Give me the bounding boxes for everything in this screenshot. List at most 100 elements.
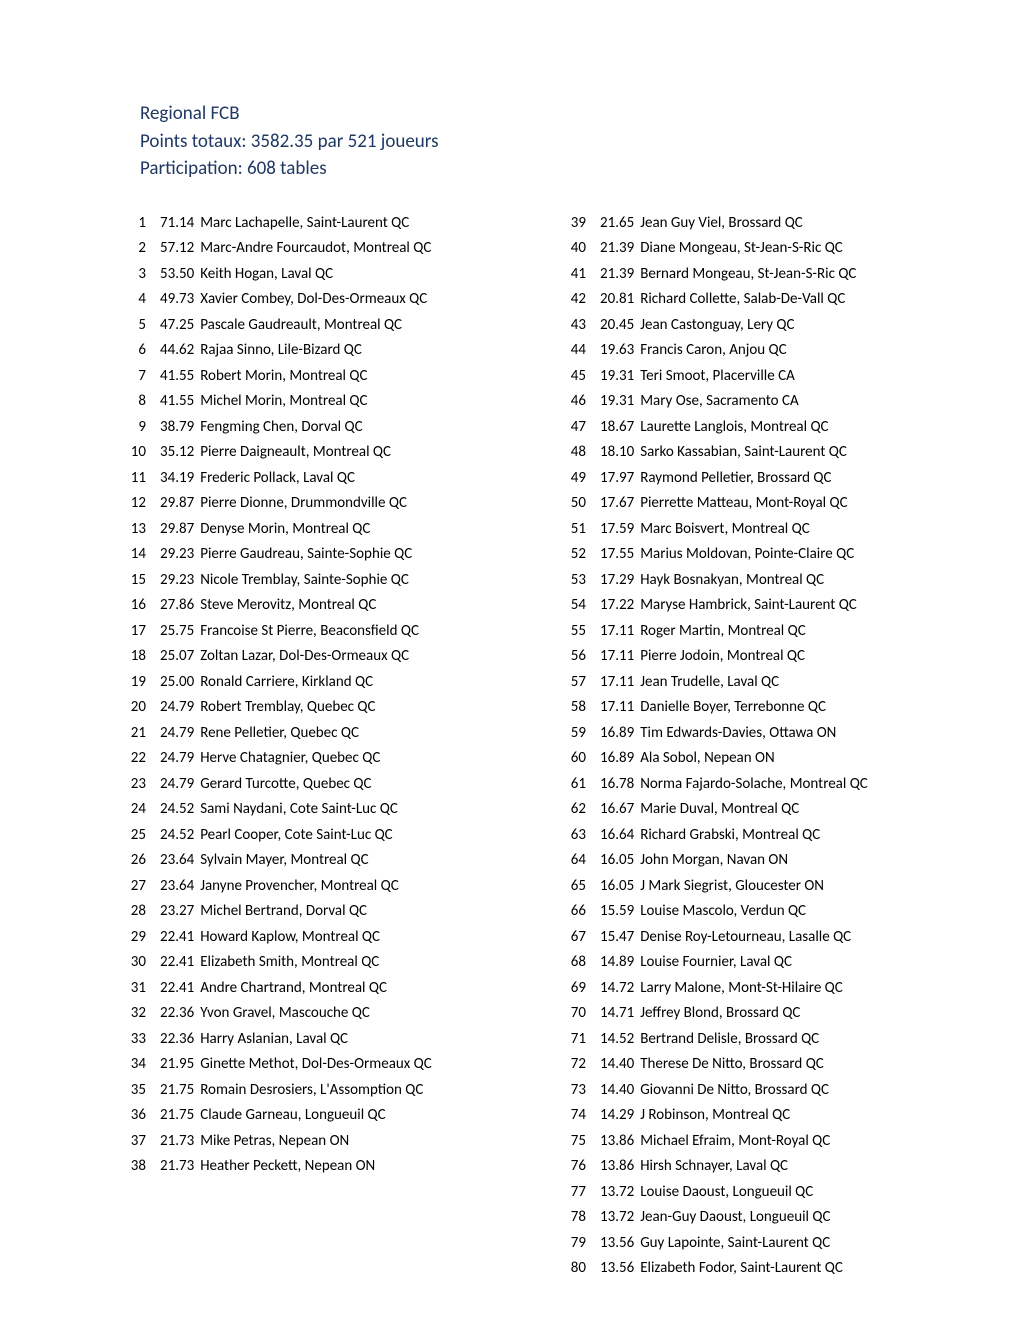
result-name: Jean Castonguay, Lery QC bbox=[640, 313, 794, 339]
result-name: Pierre Daigneault, Montreal QC bbox=[200, 440, 391, 466]
result-row: 2922.41Howard Kaplow, Montreal QC bbox=[120, 925, 490, 951]
result-rank: 59 bbox=[560, 721, 586, 747]
result-points: 21.65 bbox=[600, 211, 634, 237]
result-name: Sylvain Mayer, Montreal QC bbox=[200, 848, 368, 874]
result-points: 21.95 bbox=[160, 1052, 194, 1078]
result-name: Guy Lapointe, Saint-Laurent QC bbox=[640, 1231, 830, 1257]
result-rank: 40 bbox=[560, 236, 586, 262]
header-title: Regional FCB bbox=[140, 100, 930, 128]
result-name: Richard Grabski, Montreal QC bbox=[640, 823, 820, 849]
result-row: 5517.11Roger Martin, Montreal QC bbox=[560, 619, 930, 645]
result-name: Bernard Mongeau, St-Jean-S-Ric QC bbox=[640, 262, 856, 288]
result-rank: 28 bbox=[120, 899, 146, 925]
result-row: 4121.39Bernard Mongeau, St-Jean-S-Ric QC bbox=[560, 262, 930, 288]
result-row: 2024.79Robert Tremblay, Quebec QC bbox=[120, 695, 490, 721]
result-row: 841.55Michel Morin, Montreal QC bbox=[120, 389, 490, 415]
result-name: Roger Martin, Montreal QC bbox=[640, 619, 805, 645]
result-row: 4419.63Francis Caron, Anjou QC bbox=[560, 338, 930, 364]
result-row: 5017.67Pierrette Matteau, Mont-Royal QC bbox=[560, 491, 930, 517]
results-page: Regional FCB Points totaux: 3582.35 par … bbox=[0, 0, 1020, 1342]
result-rank: 13 bbox=[120, 517, 146, 543]
result-points: 16.64 bbox=[600, 823, 634, 849]
result-row: 4320.45Jean Castonguay, Lery QC bbox=[560, 313, 930, 339]
result-name: Hirsh Schnayer, Laval QC bbox=[640, 1154, 788, 1180]
result-row: 3122.41Andre Chartrand, Montreal QC bbox=[120, 976, 490, 1002]
result-rank: 12 bbox=[120, 491, 146, 517]
result-row: 2224.79Herve Chatagnier, Quebec QC bbox=[120, 746, 490, 772]
result-rank: 7 bbox=[120, 364, 146, 390]
result-rank: 48 bbox=[560, 440, 586, 466]
result-points: 22.36 bbox=[160, 1001, 194, 1027]
result-row: 1725.75Francoise St Pierre, Beaconsfield… bbox=[120, 619, 490, 645]
result-rank: 34 bbox=[120, 1052, 146, 1078]
result-row: 1529.23Nicole Tremblay, Sainte-Sophie QC bbox=[120, 568, 490, 594]
result-rank: 31 bbox=[120, 976, 146, 1002]
result-points: 38.79 bbox=[160, 415, 194, 441]
result-rank: 67 bbox=[560, 925, 586, 951]
result-name: Michel Morin, Montreal QC bbox=[200, 389, 367, 415]
result-rank: 29 bbox=[120, 925, 146, 951]
result-points: 49.73 bbox=[160, 287, 194, 313]
result-rank: 63 bbox=[560, 823, 586, 849]
result-rank: 22 bbox=[120, 746, 146, 772]
result-points: 13.56 bbox=[600, 1231, 634, 1257]
result-rank: 38 bbox=[120, 1154, 146, 1180]
result-row: 7913.56Guy Lapointe, Saint-Laurent QC bbox=[560, 1231, 930, 1257]
result-name: Elizabeth Fodor, Saint-Laurent QC bbox=[640, 1256, 843, 1282]
result-row: 6715.47Denise Roy-Letourneau, Lasalle QC bbox=[560, 925, 930, 951]
result-rank: 10 bbox=[120, 440, 146, 466]
result-rank: 33 bbox=[120, 1027, 146, 1053]
result-points: 15.47 bbox=[600, 925, 634, 951]
result-rank: 5 bbox=[120, 313, 146, 339]
result-row: 4619.31Mary Ose, Sacramento CA bbox=[560, 389, 930, 415]
result-points: 14.71 bbox=[600, 1001, 634, 1027]
result-points: 29.23 bbox=[160, 542, 194, 568]
result-name: Nicole Tremblay, Sainte-Sophie QC bbox=[200, 568, 409, 594]
result-row: 3022.41Elizabeth Smith, Montreal QC bbox=[120, 950, 490, 976]
result-row: 3721.73Mike Petras, Nepean ON bbox=[120, 1129, 490, 1155]
result-row: 5217.55Marius Moldovan, Pointe-Claire QC bbox=[560, 542, 930, 568]
result-points: 17.22 bbox=[600, 593, 634, 619]
result-points: 71.14 bbox=[160, 211, 194, 237]
result-rank: 21 bbox=[120, 721, 146, 747]
result-name: Romain Desrosiers, L'Assomption QC bbox=[200, 1078, 423, 1104]
result-rank: 23 bbox=[120, 772, 146, 798]
result-points: 24.79 bbox=[160, 721, 194, 747]
result-row: 4818.10Sarko Kassabian, Saint-Laurent QC bbox=[560, 440, 930, 466]
result-rank: 50 bbox=[560, 491, 586, 517]
result-row: 5317.29Hayk Bosnakyan, Montreal QC bbox=[560, 568, 930, 594]
result-points: 22.41 bbox=[160, 925, 194, 951]
result-rank: 36 bbox=[120, 1103, 146, 1129]
result-rank: 71 bbox=[560, 1027, 586, 1053]
results-column-left: 171.14Marc Lachapelle, Saint-Laurent QC2… bbox=[120, 211, 490, 1282]
result-name: J Robinson, Montreal QC bbox=[640, 1103, 790, 1129]
result-rank: 69 bbox=[560, 976, 586, 1002]
result-row: 7014.71Jeffrey Blond, Brossard QC bbox=[560, 1001, 930, 1027]
result-row: 6416.05John Morgan, Navan ON bbox=[560, 848, 930, 874]
result-points: 14.40 bbox=[600, 1078, 634, 1104]
result-name: Pierre Dionne, Drummondville QC bbox=[200, 491, 407, 517]
result-row: 5417.22Maryse Hambrick, Saint-Laurent QC bbox=[560, 593, 930, 619]
result-rank: 58 bbox=[560, 695, 586, 721]
result-name: Teri Smoot, Placerville CA bbox=[640, 364, 795, 390]
result-rank: 49 bbox=[560, 466, 586, 492]
result-points: 24.52 bbox=[160, 797, 194, 823]
result-rank: 57 bbox=[560, 670, 586, 696]
result-rank: 43 bbox=[560, 313, 586, 339]
header-points-total: Points totaux: 3582.35 par 521 joueurs bbox=[140, 128, 930, 156]
result-points: 47.25 bbox=[160, 313, 194, 339]
result-rank: 47 bbox=[560, 415, 586, 441]
result-name: Jean-Guy Daoust, Longueuil QC bbox=[640, 1205, 830, 1231]
result-row: 5717.11Jean Trudelle, Laval QC bbox=[560, 670, 930, 696]
result-name: Robert Morin, Montreal QC bbox=[200, 364, 367, 390]
result-name: Zoltan Lazar, Dol-Des-Ormeaux QC bbox=[200, 644, 409, 670]
result-points: 24.79 bbox=[160, 772, 194, 798]
result-rank: 1 bbox=[120, 211, 146, 237]
result-rank: 51 bbox=[560, 517, 586, 543]
result-row: 2623.64Sylvain Mayer, Montreal QC bbox=[120, 848, 490, 874]
result-rank: 9 bbox=[120, 415, 146, 441]
result-name: Giovanni De Nitto, Brossard QC bbox=[640, 1078, 829, 1104]
result-name: Fengming Chen, Dorval QC bbox=[200, 415, 362, 441]
result-row: 6216.67Marie Duval, Montreal QC bbox=[560, 797, 930, 823]
result-points: 13.86 bbox=[600, 1154, 634, 1180]
